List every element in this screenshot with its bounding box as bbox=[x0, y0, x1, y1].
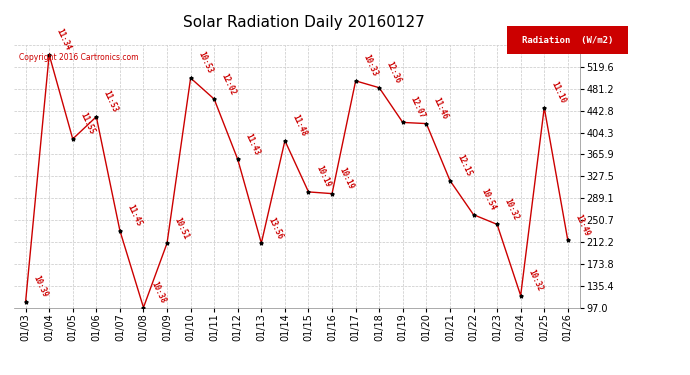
Point bbox=[256, 240, 267, 246]
Point bbox=[303, 189, 314, 195]
Point bbox=[43, 52, 55, 58]
Point bbox=[115, 228, 126, 234]
Text: 10:38: 10:38 bbox=[149, 280, 167, 305]
Text: 12:02: 12:02 bbox=[219, 72, 237, 96]
Text: Copyright 2016 Cartronics.com: Copyright 2016 Cartronics.com bbox=[19, 53, 139, 62]
Text: 11:53: 11:53 bbox=[102, 89, 120, 114]
Point bbox=[350, 78, 361, 84]
Point bbox=[444, 177, 455, 183]
Text: 10:19: 10:19 bbox=[337, 166, 355, 191]
Text: 11:45: 11:45 bbox=[126, 203, 144, 228]
Text: 10:54: 10:54 bbox=[479, 187, 497, 212]
Text: 13:49: 13:49 bbox=[573, 213, 591, 237]
Text: 11:43: 11:43 bbox=[244, 132, 262, 157]
Text: 12:36: 12:36 bbox=[385, 60, 403, 85]
Point bbox=[421, 121, 432, 127]
Text: Solar Radiation Daily 20160127: Solar Radiation Daily 20160127 bbox=[183, 15, 424, 30]
Point bbox=[515, 292, 526, 298]
Point bbox=[397, 120, 408, 126]
Point bbox=[233, 156, 244, 162]
Text: 10:39: 10:39 bbox=[31, 274, 49, 299]
Point bbox=[491, 221, 502, 227]
Point bbox=[67, 136, 78, 142]
Text: 10:32: 10:32 bbox=[502, 197, 520, 222]
Text: 13:56: 13:56 bbox=[267, 216, 285, 240]
Text: Radiation  (W/m2): Radiation (W/m2) bbox=[522, 36, 613, 45]
Text: 11:10: 11:10 bbox=[550, 80, 568, 105]
Text: 10:53: 10:53 bbox=[196, 51, 214, 75]
Text: 11:46: 11:46 bbox=[432, 96, 450, 121]
Point bbox=[539, 105, 550, 111]
Text: 11:48: 11:48 bbox=[290, 113, 308, 138]
Point bbox=[20, 299, 31, 305]
Point bbox=[208, 96, 219, 102]
Text: 10:33: 10:33 bbox=[361, 53, 379, 78]
Text: 12:07: 12:07 bbox=[408, 95, 426, 120]
Point bbox=[279, 138, 290, 144]
Text: 10:51: 10:51 bbox=[172, 216, 190, 240]
Text: 10:32: 10:32 bbox=[526, 268, 544, 293]
Point bbox=[161, 240, 172, 246]
Point bbox=[91, 114, 102, 120]
Text: 10:19: 10:19 bbox=[314, 164, 332, 189]
Point bbox=[185, 75, 196, 81]
Point bbox=[374, 85, 385, 91]
Point bbox=[562, 237, 573, 243]
Text: 11:55: 11:55 bbox=[78, 111, 96, 136]
Point bbox=[326, 190, 337, 196]
Point bbox=[138, 304, 149, 310]
Text: 12:15: 12:15 bbox=[455, 153, 473, 178]
Point bbox=[468, 211, 479, 217]
Text: 11:34: 11:34 bbox=[55, 27, 72, 52]
